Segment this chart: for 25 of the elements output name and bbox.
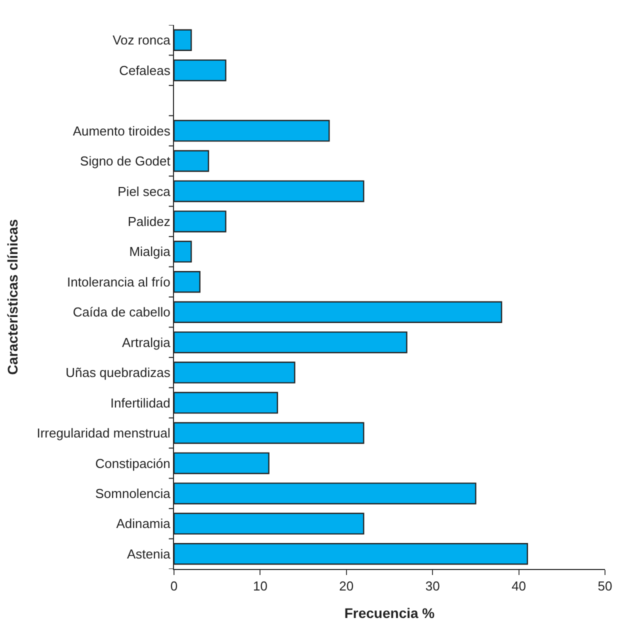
y-tick-label: Artralgia xyxy=(122,334,172,350)
x-tick-label: 30 xyxy=(425,578,440,594)
x-axis-title: Frecuencia % xyxy=(344,604,436,621)
y-tick-label: Uñas quebradizas xyxy=(66,365,171,380)
x-tick-label: 20 xyxy=(339,578,354,594)
y-tick-label: Voz ronca xyxy=(112,32,172,48)
y-tick-label: Infertilidad xyxy=(110,395,170,410)
y-axis-title: Características clínicas xyxy=(4,218,20,375)
y-tick-label: Irregularidad menstrual xyxy=(36,426,170,441)
y-tick-label: Aumento tiroides xyxy=(72,123,171,138)
x-tick-label: 0 xyxy=(170,578,178,594)
y-tick-label: Palidez xyxy=(128,214,170,229)
y-tick-label: Cefaleas xyxy=(119,62,171,78)
y-tick-label: Constipación xyxy=(95,456,170,471)
y-tick-label: Caída de cabello xyxy=(72,304,170,320)
y-tick-label: Astenia xyxy=(127,546,172,562)
y-tick-label: Intolerancia al frío xyxy=(67,274,170,290)
y-tick-label: Signo de Godet xyxy=(80,154,171,169)
y-tick-label: Mialgia xyxy=(129,244,172,260)
y-tick-label: Somnolencia xyxy=(95,486,172,501)
x-tick-label: 50 xyxy=(598,578,612,594)
y-tick-label: Adinamia xyxy=(116,516,172,532)
x-tick-label: 10 xyxy=(252,578,268,594)
x-tick-label: 40 xyxy=(512,578,526,594)
y-tick-label: Piel seca xyxy=(118,184,172,199)
